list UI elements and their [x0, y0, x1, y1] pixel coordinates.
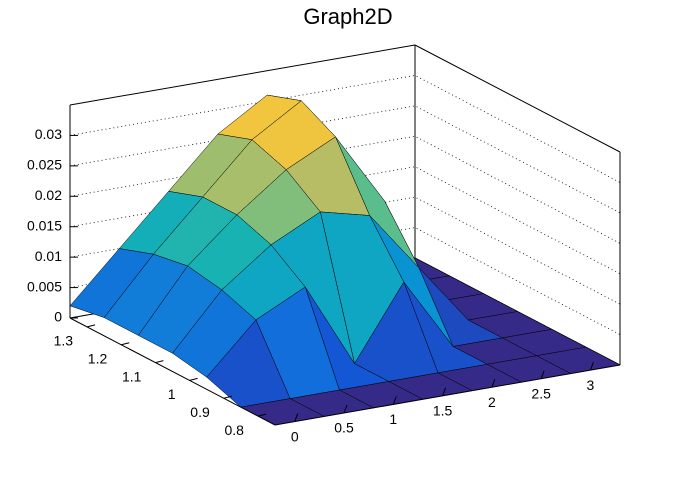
y-tick-label: 0.9	[190, 404, 210, 420]
z-tick-label: 0	[54, 309, 62, 325]
y-tick-label: 1.1	[122, 368, 142, 384]
y-tick-label: 1.3	[54, 333, 74, 349]
x-tick-label: 3	[587, 377, 595, 393]
chart-title: Graph2D	[303, 4, 392, 29]
z-tick-label: 0.02	[35, 187, 62, 203]
y-tick-label: 1.2	[88, 350, 108, 366]
x-tick	[392, 396, 397, 405]
y-tick	[257, 413, 267, 417]
x-tick	[540, 370, 545, 379]
y-tick	[121, 342, 130, 346]
x-tick	[343, 404, 348, 414]
z-tick-label: 0.005	[27, 278, 62, 294]
x-tick-label: 0.5	[334, 420, 354, 436]
x-tick-label: 1.5	[433, 403, 453, 419]
y-tick	[86, 324, 96, 328]
y-tick	[223, 395, 232, 399]
y-tick	[189, 377, 198, 381]
x-tick-label: 1	[389, 411, 397, 427]
z-tick-label: 0.03	[35, 126, 62, 142]
y-tick-label: 1	[168, 386, 176, 402]
grid-line	[69, 105, 621, 214]
x-tick	[491, 379, 496, 388]
z-tick-label: 0.025	[27, 157, 62, 173]
x-axis	[274, 364, 621, 426]
y-axis	[69, 317, 276, 426]
z-tick-label: 0.015	[27, 217, 62, 233]
y-tick-label: 0.8	[224, 422, 244, 438]
x-tick	[442, 387, 447, 397]
x-tick-label: 0	[291, 428, 299, 444]
x-tick	[589, 361, 594, 371]
z-tick-label: 0.01	[35, 248, 62, 264]
y-tick	[155, 360, 164, 364]
grid-line	[69, 75, 621, 183]
x-tick	[294, 413, 299, 422]
x-tick-label: 2	[488, 394, 496, 410]
box-edge	[414, 44, 621, 153]
x-tick-label: 2.5	[531, 385, 551, 401]
box-edge	[69, 44, 416, 106]
